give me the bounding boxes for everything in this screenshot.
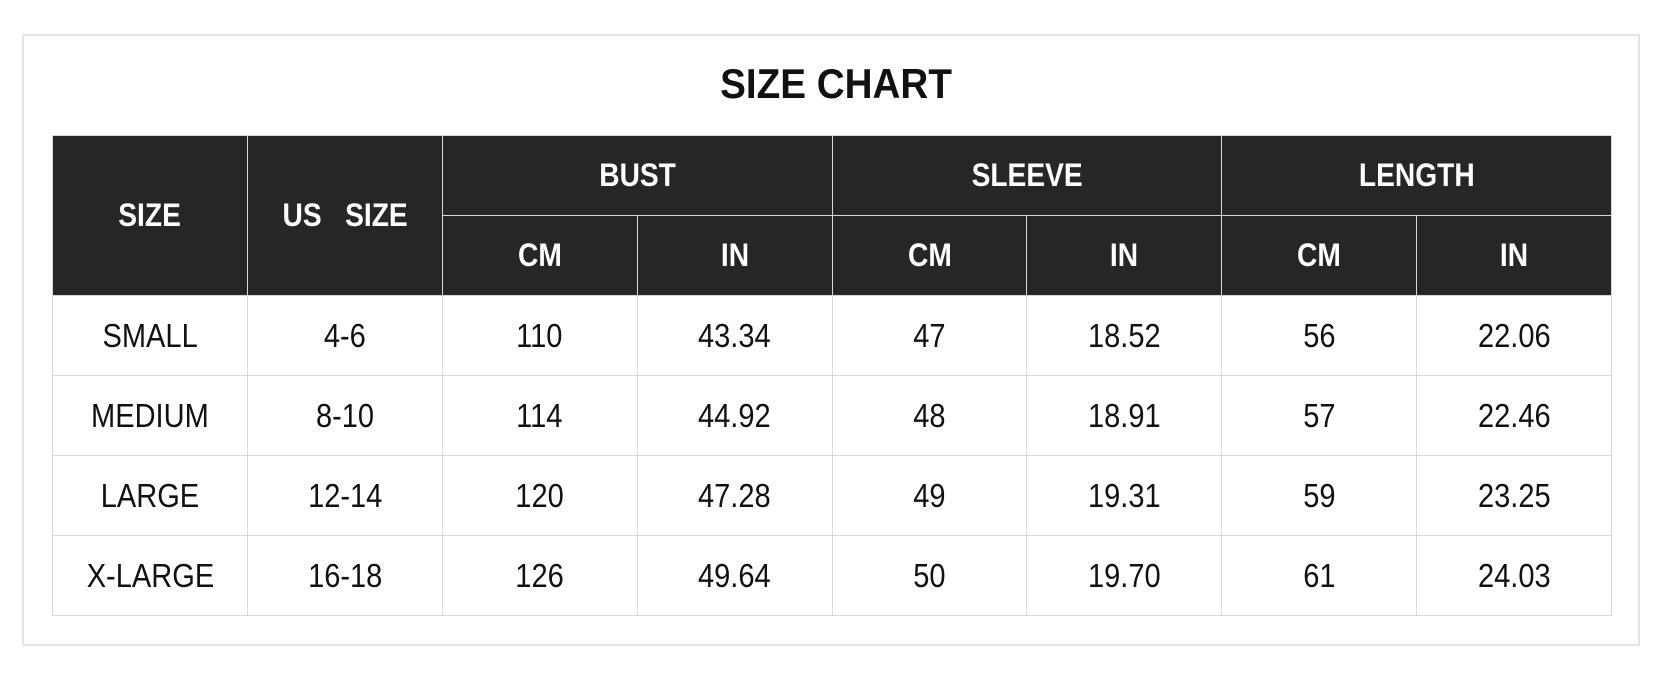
- header-unit: IN: [636, 215, 833, 296]
- header-unit: CM: [441, 215, 638, 296]
- page-title: SIZE CHART: [720, 60, 952, 107]
- table-cell: 18.91: [1026, 375, 1223, 456]
- table-cell: 61: [1221, 535, 1418, 616]
- header-length: LENGTH: [1221, 135, 1612, 216]
- table-cell: 18.52: [1026, 295, 1223, 376]
- table-cell: 49: [831, 455, 1028, 536]
- table-cell: 19.70: [1026, 535, 1223, 616]
- table-cell: 8-10: [246, 375, 443, 456]
- header-unit: CM: [1221, 215, 1418, 296]
- table-cell: 22.06: [1416, 295, 1612, 376]
- table-cell: X-LARGE: [52, 535, 248, 616]
- table-cell: 4-6: [246, 295, 443, 376]
- table-cell: 110: [441, 295, 638, 376]
- table-cell: 49.64: [636, 535, 833, 616]
- header-sleeve: SLEEVE: [831, 135, 1223, 216]
- chart-frame: [22, 34, 1640, 646]
- table-cell: LARGE: [52, 455, 248, 536]
- table-cell: 59: [1221, 455, 1418, 536]
- table-cell: 56: [1221, 295, 1418, 376]
- table-cell: 48: [831, 375, 1028, 456]
- table-cell: 114: [441, 375, 638, 456]
- header-unit: CM: [831, 215, 1028, 296]
- header-unit: IN: [1026, 215, 1223, 296]
- table-cell: 47: [831, 295, 1028, 376]
- table-cell: 47.28: [636, 455, 833, 536]
- size-chart-table: SIZE US SIZE BUST SLEEVE LENGTH CM IN CM…: [52, 135, 1612, 616]
- table-cell: 19.31: [1026, 455, 1223, 536]
- table-cell: 57: [1221, 375, 1418, 456]
- table-cell: 50: [831, 535, 1028, 616]
- header-unit: IN: [1416, 215, 1612, 296]
- table-cell: 126: [441, 535, 638, 616]
- table-row: X-LARGE 16-18 126 49.64 50 19.70 61 24.03: [52, 535, 1612, 616]
- header-us-size: US SIZE: [246, 135, 443, 296]
- table-row: MEDIUM 8-10 114 44.92 48 18.91 57 22.46: [52, 375, 1612, 456]
- table-cell: MEDIUM: [52, 375, 248, 456]
- table-cell: 43.34: [636, 295, 833, 376]
- table-cell: 44.92: [636, 375, 833, 456]
- table-cell: 120: [441, 455, 638, 536]
- table-row: LARGE 12-14 120 47.28 49 19.31 59 23.25: [52, 455, 1612, 536]
- table-cell: 24.03: [1416, 535, 1612, 616]
- table-cell: 16-18: [246, 535, 443, 616]
- table-row: SMALL 4-6 110 43.34 47 18.52 56 22.06: [52, 295, 1612, 376]
- table-cell: 22.46: [1416, 375, 1612, 456]
- table-cell: SMALL: [52, 295, 248, 376]
- table-cell: 23.25: [1416, 455, 1612, 536]
- table-cell: 12-14: [246, 455, 443, 536]
- header-bust: BUST: [441, 135, 833, 216]
- header-size: SIZE: [52, 135, 248, 296]
